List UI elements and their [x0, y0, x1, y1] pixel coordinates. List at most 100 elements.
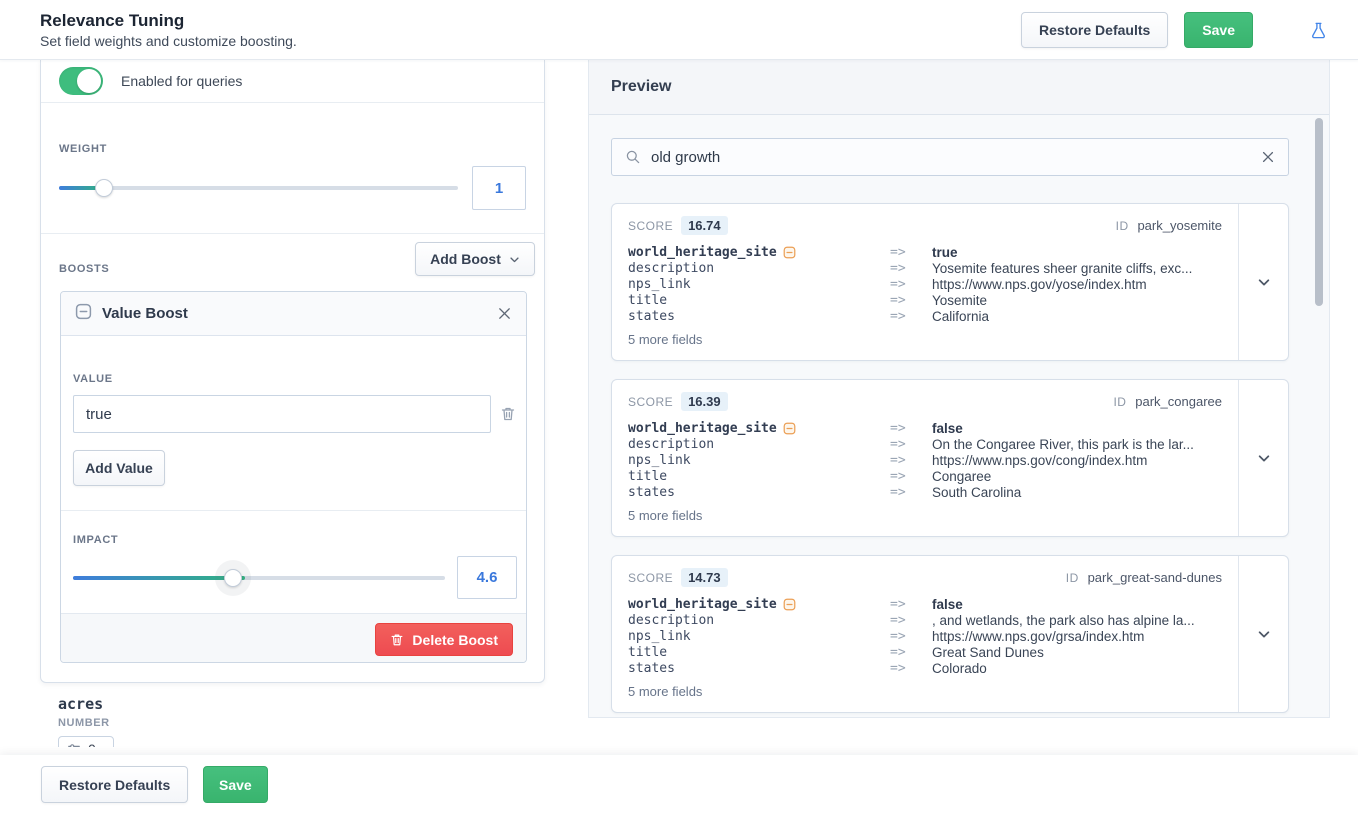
impact-slider-handle[interactable] — [224, 569, 242, 587]
field-row: world_heritage_site => false — [628, 596, 1238, 612]
field-name: title — [628, 292, 668, 308]
field-value: Yosemite features sheer granite cliffs, … — [932, 260, 1193, 276]
more-fields-link[interactable]: 5 more fields — [628, 684, 703, 699]
add-boost-label: Add Boost — [430, 251, 501, 267]
search-box — [611, 138, 1289, 176]
field-name: world_heritage_site — [628, 244, 777, 260]
result-card: SCORE 16.39 ID park_congaree world_herit… — [611, 379, 1289, 537]
delete-boost-label: Delete Boost — [412, 631, 498, 648]
save-button[interactable]: Save — [1184, 12, 1253, 48]
boosts-section-label: BOOSTS — [59, 263, 110, 275]
score-badge: 14.73 — [681, 568, 728, 587]
field-rows: world_heritage_site => true description … — [628, 244, 1238, 324]
result-id: park_yosemite — [1137, 217, 1222, 233]
expand-result-button[interactable] — [1238, 380, 1288, 536]
value-boost-icon — [783, 246, 796, 259]
arrow: => — [890, 308, 906, 324]
field-row: world_heritage_site => true — [628, 244, 1238, 260]
field-row: title => Great Sand Dunes — [628, 644, 1238, 660]
field-name: description — [628, 612, 715, 628]
more-fields-link[interactable]: 5 more fields — [628, 508, 703, 523]
field-name: title — [628, 468, 668, 484]
enabled-toggle[interactable] — [59, 67, 103, 95]
field-value: true — [932, 244, 958, 260]
add-boost-button[interactable]: Add Boost — [415, 242, 535, 276]
field-row: title => Yosemite — [628, 292, 1238, 308]
field-value: https://www.nps.gov/grsa/index.htm — [932, 628, 1145, 644]
value-boost-icon — [783, 422, 796, 435]
field-name: description — [628, 260, 715, 276]
sliders-icon — [68, 744, 80, 747]
arrow: => — [890, 660, 906, 676]
field-value: Colorado — [932, 660, 987, 676]
page-header: Relevance Tuning Set field weights and c… — [0, 0, 1358, 60]
expand-result-button[interactable] — [1238, 556, 1288, 712]
clear-search-icon[interactable] — [1261, 150, 1275, 164]
field-name: world_heritage_site — [628, 420, 777, 436]
page-subtitle: Set field weights and customize boosting… — [40, 32, 297, 49]
arrow: => — [890, 468, 906, 484]
field-name: states — [628, 484, 675, 500]
chevron-down-icon — [510, 256, 519, 262]
field-value: https://www.nps.gov/cong/index.htm — [932, 452, 1148, 468]
arrow: => — [890, 244, 906, 260]
arrow: => — [890, 276, 906, 292]
expand-result-button[interactable] — [1238, 204, 1288, 360]
field-row: description => Yosemite features sheer g… — [628, 260, 1238, 276]
value-boost-card: Value Boost VALUE Add Value IMPACT Delet… — [60, 291, 527, 663]
weight-badge-value: 0 — [88, 741, 96, 747]
weight-value-input[interactable] — [472, 166, 526, 210]
score-label: SCORE — [628, 570, 674, 585]
impact-slider[interactable] — [73, 576, 445, 580]
field-name: description — [628, 436, 715, 452]
restore-defaults-button[interactable]: Restore Defaults — [41, 766, 189, 803]
score-badge: 16.74 — [681, 216, 728, 235]
search-input[interactable] — [651, 148, 1251, 166]
field-row: states => South Carolina — [628, 484, 1238, 500]
score-label: SCORE — [628, 218, 674, 233]
preview-panel: Preview SCORE 16.74 ID park_yosemite wor… — [588, 60, 1330, 718]
results-list: SCORE 16.74 ID park_yosemite world_herit… — [611, 203, 1289, 731]
field-value: On the Congaree River, this park is the … — [932, 436, 1194, 452]
field-row: description => On the Congaree River, th… — [628, 436, 1238, 452]
field-value: , and wetlands, the park also has alpine… — [932, 612, 1195, 628]
weight-slider-handle[interactable] — [95, 179, 113, 197]
delete-boost-button[interactable]: Delete Boost — [375, 623, 513, 656]
result-id: park_congaree — [1135, 393, 1222, 409]
impact-value-input[interactable] — [457, 556, 517, 599]
weight-slider[interactable] — [59, 186, 458, 190]
trash-icon[interactable] — [500, 405, 516, 422]
value-section-label: VALUE — [73, 373, 113, 385]
field-row: states => California — [628, 308, 1238, 324]
arrow: => — [890, 452, 906, 468]
arrow: => — [890, 644, 906, 660]
field-value: Great Sand Dunes — [932, 644, 1044, 660]
restore-defaults-button[interactable]: Restore Defaults — [1021, 12, 1169, 48]
add-value-button[interactable]: Add Value — [73, 450, 165, 486]
divider — [61, 510, 526, 511]
scrollbar-thumb[interactable] — [1315, 118, 1323, 306]
field-rows: world_heritage_site => false description… — [628, 420, 1238, 500]
arrow: => — [890, 612, 906, 628]
weight-badge[interactable]: 0 — [58, 736, 114, 747]
arrow: => — [890, 484, 906, 500]
field-name: nps_link — [628, 276, 691, 292]
save-button[interactable]: Save — [203, 766, 268, 803]
field-value: South Carolina — [932, 484, 1022, 500]
field-name: states — [628, 308, 675, 324]
arrow: => — [890, 292, 906, 308]
chevron-down-icon — [1258, 279, 1269, 286]
more-fields-link[interactable]: 5 more fields — [628, 332, 703, 347]
flask-icon[interactable] — [1309, 21, 1328, 40]
trash-icon — [391, 634, 403, 646]
boost-value-input[interactable] — [73, 395, 491, 433]
impact-slider-fill — [73, 576, 245, 580]
value-boost-icon — [75, 303, 92, 325]
result-card: SCORE 14.73 ID park_great-sand-dunes wor… — [611, 555, 1289, 713]
field-name: nps_link — [628, 628, 691, 644]
close-icon[interactable] — [497, 306, 512, 321]
field-row: nps_link => https://www.nps.gov/yose/ind… — [628, 276, 1238, 292]
chevron-down-icon — [1258, 631, 1269, 638]
weight-section-label: WEIGHT — [59, 143, 107, 155]
field-type-label: NUMBER — [58, 717, 110, 729]
